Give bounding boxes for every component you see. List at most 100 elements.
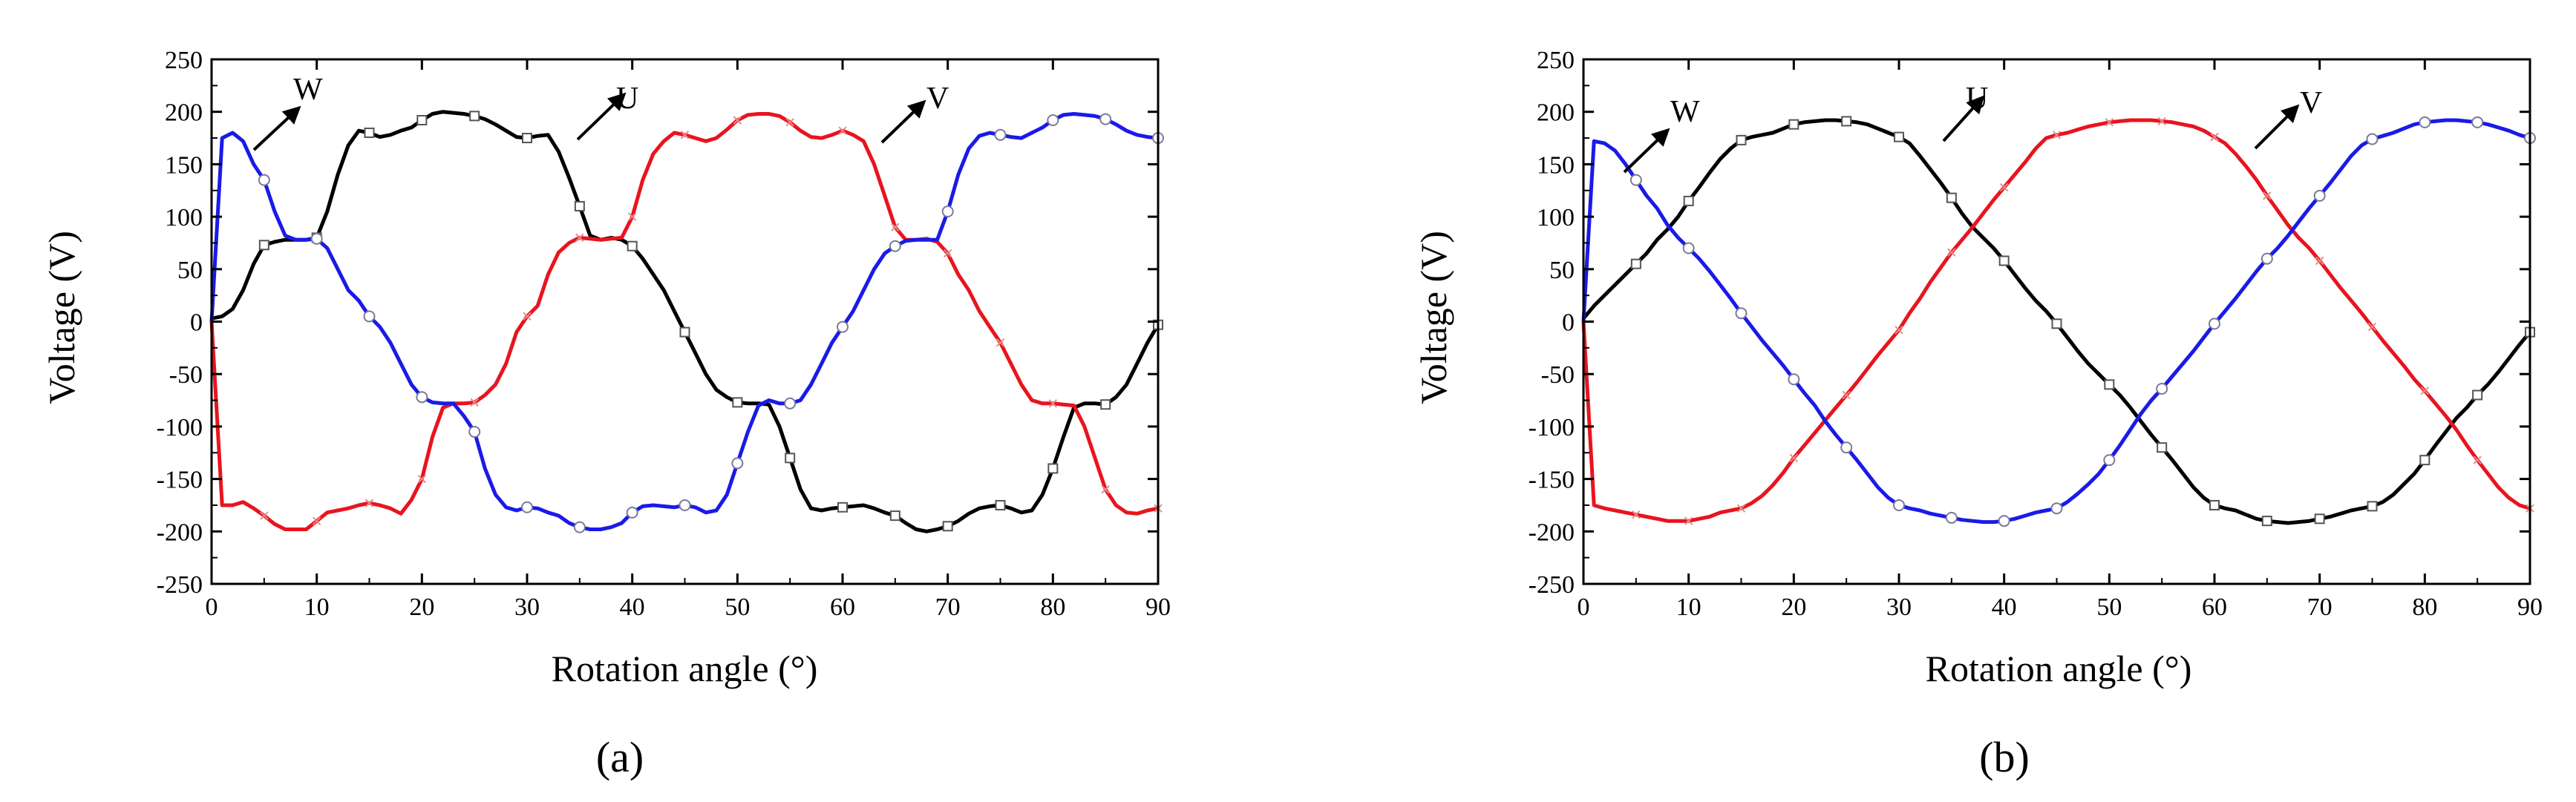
data-point-u	[364, 127, 375, 138]
data-point-u	[1683, 195, 1694, 206]
x-tick-label: 0	[206, 594, 218, 621]
y-tick-label: 200	[165, 99, 203, 127]
data-point-v	[2315, 256, 2324, 266]
data-point-v	[312, 516, 321, 525]
data-point-u	[416, 115, 428, 126]
y-axis-title: Voltage (V)	[1413, 231, 1454, 404]
data-point-u	[2472, 390, 2483, 401]
data-point-w	[1735, 307, 1748, 320]
data-point-v	[733, 116, 742, 125]
data-point-v	[417, 474, 427, 484]
y-tick-label: -250	[1529, 571, 1575, 599]
y-tick-label: -200	[1529, 519, 1575, 546]
data-point-u	[1047, 463, 1059, 474]
x-tick-label: 30	[1886, 594, 1912, 621]
phase-label-w: W	[1670, 95, 1700, 129]
data-point-u	[627, 240, 638, 252]
data-point-v	[996, 338, 1005, 347]
y-tick-label: -50	[1541, 361, 1575, 389]
data-point-v	[2105, 118, 2114, 127]
phase-label-v: V	[2300, 86, 2322, 120]
y-tick-label: -100	[157, 414, 203, 441]
annotation-arrow-v	[2254, 104, 2300, 150]
data-point-u	[2209, 499, 2220, 510]
y-tick-label: 50	[1549, 257, 1575, 284]
data-point-w	[679, 499, 691, 511]
data-point-u	[2051, 318, 2062, 329]
y-tick-label: 100	[165, 204, 203, 231]
data-point-u	[1998, 255, 2010, 266]
data-point-w	[994, 128, 1007, 141]
y-tick-label: -50	[169, 361, 203, 389]
data-point-u	[469, 111, 480, 122]
x-tick-label: 80	[2412, 594, 2437, 621]
data-point-w	[2366, 133, 2379, 145]
data-point-v	[838, 126, 847, 135]
x-tick-label: 20	[1781, 594, 1806, 621]
data-point-v	[2263, 191, 2272, 200]
data-point-u	[1841, 116, 1852, 127]
data-point-u	[2367, 501, 2378, 512]
x-tick-label: 10	[304, 594, 330, 621]
data-point-u	[2419, 455, 2430, 466]
data-point-v	[1895, 326, 1903, 335]
data-point-u	[732, 397, 743, 408]
x-tick-label: 90	[1145, 594, 1171, 621]
y-tick-label: -250	[157, 571, 203, 599]
data-point-u	[522, 133, 532, 144]
data-point-v	[2210, 132, 2219, 142]
x-tick-label: 80	[1040, 594, 1065, 621]
x-axis-title: Rotation angle (°)	[552, 648, 818, 689]
data-point-u	[2157, 442, 2168, 453]
x-tick-label: 60	[830, 594, 855, 621]
data-point-v	[1842, 390, 1851, 400]
y-tick-label: 250	[1537, 47, 1575, 74]
data-point-w	[2419, 116, 2431, 128]
data-point-w	[521, 501, 533, 513]
data-point-v	[365, 499, 374, 507]
data-point-w	[468, 425, 481, 438]
x-tick-label: 0	[1578, 594, 1590, 621]
y-axis-title: Voltage (V)	[41, 231, 82, 404]
x-tick-label: 60	[2202, 594, 2227, 621]
data-point-w	[1788, 373, 1800, 386]
data-point-u	[785, 453, 796, 464]
panel-b-annotations: W U V	[1623, 82, 2322, 174]
y-tick-label: 200	[1537, 99, 1575, 127]
data-point-w	[2103, 454, 2116, 467]
panel-a-series	[209, 110, 1160, 533]
data-point-v	[1789, 453, 1799, 463]
y-tick-label: -150	[1529, 467, 1575, 494]
data-point-w	[1840, 441, 1853, 454]
data-point-w	[363, 310, 376, 323]
data-point-w	[258, 174, 270, 186]
x-tick-label: 20	[409, 594, 434, 621]
series-line-u	[211, 110, 1160, 533]
annotation-arrow-u	[1942, 95, 1985, 142]
data-point-u	[1894, 131, 1904, 142]
data-point-v	[2367, 322, 2377, 332]
data-point-w	[2313, 189, 2326, 202]
data-point-u	[2314, 513, 2325, 525]
data-point-u	[1788, 119, 1799, 130]
data-point-v	[1101, 485, 1110, 494]
annotation-arrow-w	[252, 105, 301, 151]
data-point-w	[784, 397, 797, 410]
data-point-v	[1632, 510, 1641, 519]
y-tick-label: -200	[157, 519, 203, 546]
data-point-u	[2104, 379, 2115, 390]
y-tick-label: 50	[177, 257, 203, 284]
x-tick-label: 70	[2307, 594, 2333, 621]
data-point-u	[574, 200, 585, 211]
y-tick-label: 0	[190, 309, 203, 337]
data-point-v	[1684, 516, 1693, 525]
data-point-u	[1100, 399, 1111, 410]
y-tick-label: 150	[1537, 151, 1575, 179]
data-point-u	[258, 240, 269, 251]
data-point-v	[785, 118, 794, 127]
data-point-w	[837, 321, 849, 333]
data-point-u	[1736, 134, 1747, 145]
data-point-w	[2156, 382, 2168, 395]
